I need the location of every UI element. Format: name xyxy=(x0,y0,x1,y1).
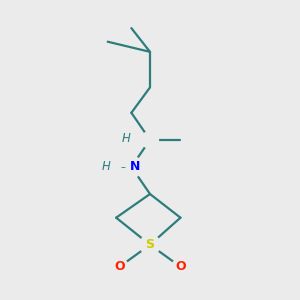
Circle shape xyxy=(172,258,189,275)
Text: O: O xyxy=(175,260,186,273)
Circle shape xyxy=(111,258,128,275)
Text: H: H xyxy=(102,160,110,173)
Text: N: N xyxy=(130,160,141,173)
Text: H: H xyxy=(122,132,131,145)
Text: –: – xyxy=(121,162,125,172)
Circle shape xyxy=(121,156,142,178)
Circle shape xyxy=(142,131,158,148)
Circle shape xyxy=(140,235,160,255)
Text: S: S xyxy=(146,238,154,251)
Text: O: O xyxy=(114,260,125,273)
